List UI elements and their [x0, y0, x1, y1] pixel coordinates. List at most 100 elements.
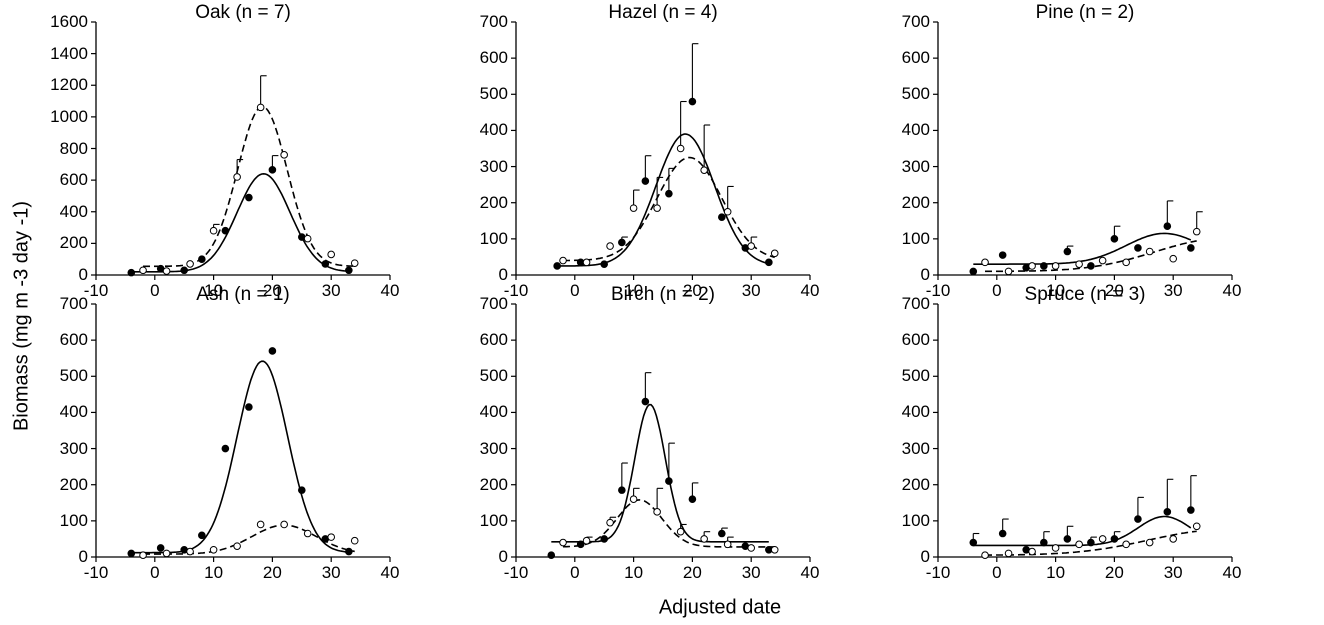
data-point-open [210, 227, 217, 234]
data-point-open [257, 521, 264, 528]
x-tick-label: 30 [731, 281, 771, 301]
data-point-filled [666, 478, 673, 485]
data-point-open [1193, 523, 1200, 530]
data-point-filled [1041, 263, 1048, 270]
data-point-open [1005, 268, 1012, 275]
data-point-open [560, 539, 567, 546]
y-tick-label: 300 [40, 439, 88, 459]
data-point-open [304, 235, 311, 242]
data-point-filled [1041, 539, 1048, 546]
data-point-open [630, 205, 637, 212]
x-tick-label: 40 [1212, 563, 1252, 583]
data-point-open [1146, 248, 1153, 255]
data-point-open [351, 537, 358, 544]
data-point-filled [1135, 245, 1142, 252]
data-point-open [163, 550, 170, 557]
data-point-open [140, 267, 147, 274]
y-tick-label: 400 [40, 402, 88, 422]
data-point-filled [766, 259, 773, 266]
data-point-open [163, 268, 170, 275]
data-point-filled [1135, 516, 1142, 523]
data-point-filled [199, 532, 206, 539]
x-tick-label: -10 [76, 563, 116, 583]
data-point-open [1170, 255, 1177, 262]
data-point-open [982, 552, 989, 559]
y-tick-label: 700 [882, 12, 930, 32]
y-tick-label: 100 [460, 511, 508, 531]
y-tick-label: 100 [460, 229, 508, 249]
data-point-filled [1111, 536, 1118, 543]
y-tick-label: 600 [882, 330, 930, 350]
y-tick-label: 100 [40, 511, 88, 531]
data-point-open [654, 205, 661, 212]
y-tick-label: 700 [40, 294, 88, 314]
data-point-open [187, 261, 194, 268]
y-tick-label: 1200 [40, 75, 88, 95]
data-point-filled [554, 263, 561, 270]
fitted-curve-dashed [563, 500, 775, 547]
data-point-open [210, 546, 217, 553]
data-point-filled [548, 552, 555, 559]
data-point-open [1029, 263, 1036, 270]
data-point-filled [1088, 263, 1095, 270]
data-point-open [677, 145, 684, 152]
data-point-open [607, 243, 614, 250]
x-tick-label: 10 [614, 563, 654, 583]
data-point-filled [269, 348, 276, 355]
data-point-filled [1064, 536, 1071, 543]
data-point-open [583, 537, 590, 544]
data-point-filled [999, 252, 1006, 259]
y-tick-label: 700 [882, 294, 930, 314]
data-point-open [1123, 259, 1130, 266]
y-tick-label: 1400 [40, 44, 88, 64]
data-point-filled [970, 539, 977, 546]
data-point-open [281, 521, 288, 528]
data-point-filled [1111, 236, 1118, 243]
x-tick-label: 40 [790, 281, 830, 301]
plot-area [938, 22, 1232, 275]
data-point-open [1052, 263, 1059, 270]
data-point-open [724, 541, 731, 548]
y-tick-label: 200 [882, 475, 930, 495]
y-tick-label: 200 [460, 193, 508, 213]
data-point-filled [619, 239, 626, 246]
data-point-filled [1064, 248, 1071, 255]
data-point-open [1005, 550, 1012, 557]
data-point-open [1052, 545, 1059, 552]
plot-area [96, 304, 390, 557]
data-point-open [351, 260, 358, 267]
panel-title: Spruce (n = 3) [1025, 284, 1146, 306]
y-tick-label: 400 [882, 402, 930, 422]
panel-title: Oak (n = 7) [195, 2, 291, 24]
data-point-open [630, 496, 637, 503]
y-tick-label: 200 [882, 193, 930, 213]
x-tick-label: 20 [672, 563, 712, 583]
y-tick-label: 600 [40, 170, 88, 190]
data-point-open [560, 257, 567, 264]
plot-area [96, 22, 390, 275]
data-point-open [1146, 539, 1153, 546]
y-tick-label: 500 [460, 84, 508, 104]
data-point-filled [346, 267, 353, 274]
x-tick-label: 10 [1036, 563, 1076, 583]
data-point-filled [601, 536, 608, 543]
y-tick-label: 600 [460, 48, 508, 68]
data-point-filled [719, 214, 726, 221]
fitted-curve-solid [973, 517, 1191, 546]
x-tick-label: 40 [1212, 281, 1252, 301]
x-tick-label: 30 [311, 563, 351, 583]
x-tick-label: 40 [370, 563, 410, 583]
data-point-open [583, 259, 590, 266]
plot-area [516, 22, 810, 275]
fitted-curve-solid [551, 405, 769, 542]
data-point-open [234, 543, 241, 550]
data-point-open [1076, 261, 1083, 268]
y-tick-label: 500 [460, 366, 508, 386]
y-tick-label: 500 [882, 84, 930, 104]
data-point-filled [1088, 539, 1095, 546]
data-point-filled [1164, 509, 1171, 516]
panel-title: Ash (n = 1) [196, 284, 289, 306]
y-tick-label: 100 [882, 229, 930, 249]
x-tick-label: 0 [977, 563, 1017, 583]
